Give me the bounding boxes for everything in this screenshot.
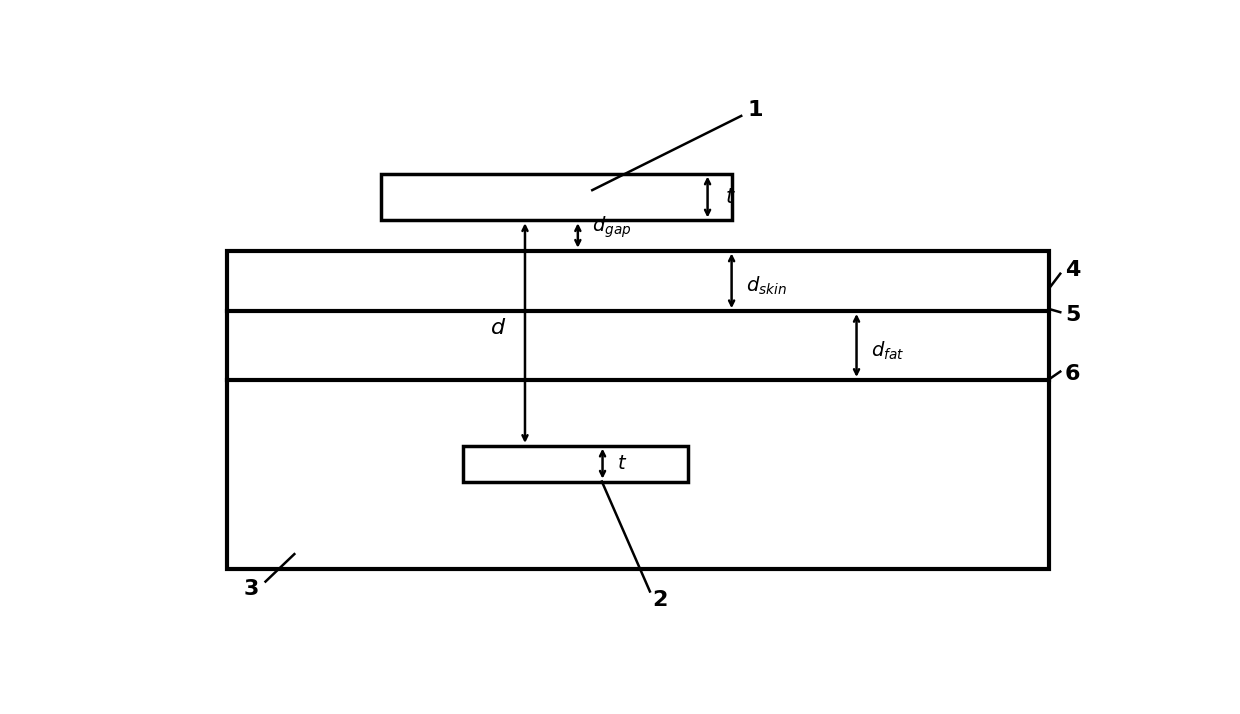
Bar (381, 174, 732, 221)
Bar (227, 251, 1049, 570)
Text: $d$: $d$ (490, 316, 506, 338)
Text: 5: 5 (1065, 305, 1080, 325)
Text: 1: 1 (748, 101, 764, 121)
Text: $t$: $t$ (725, 187, 735, 207)
Text: 3: 3 (243, 579, 259, 599)
Text: 4: 4 (1065, 260, 1080, 280)
Text: $d_{fat}$: $d_{fat}$ (870, 340, 904, 362)
Bar (463, 446, 688, 481)
Text: $d_{gap}$: $d_{gap}$ (593, 214, 631, 240)
Text: 6: 6 (1065, 364, 1080, 384)
Text: 2: 2 (652, 590, 667, 610)
Text: $d_{skin}$: $d_{skin}$ (746, 275, 787, 298)
Text: $t$: $t$ (618, 455, 627, 473)
